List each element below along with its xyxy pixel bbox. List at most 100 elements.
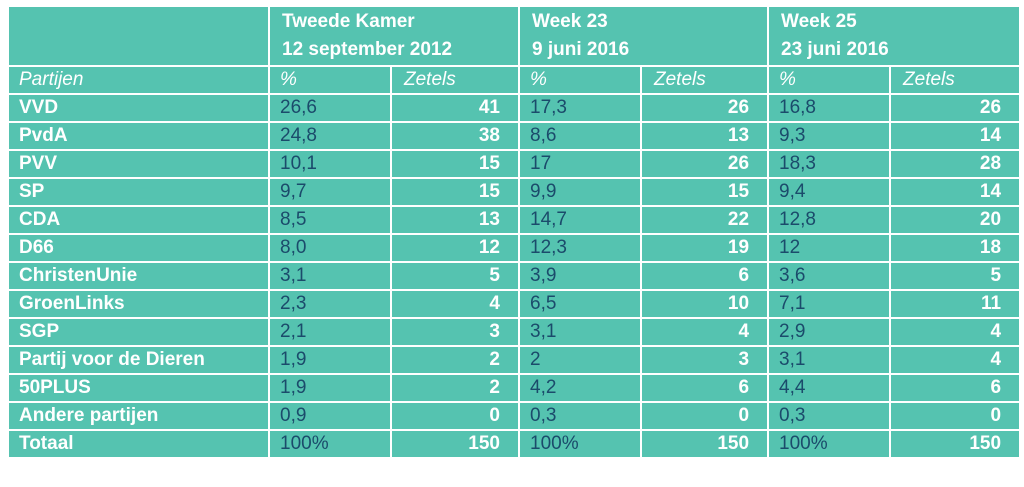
percent-cell: 3,9 (518, 261, 642, 291)
percent-cell: 16,8 (767, 93, 892, 123)
party-name-cell: 50PLUS (7, 373, 270, 403)
table-row: 50PLUS 1,9 2 4,2 6 4,4 6 (7, 373, 1022, 403)
party-name-cell: CDA (7, 205, 270, 235)
header-group-row: Tweede Kamer 12 september 2012 Week 23 9… (7, 5, 1022, 67)
subheader-pct: % (518, 65, 642, 95)
percent-cell: 17 (518, 149, 642, 179)
seats-cell: 20 (889, 205, 1022, 235)
seats-cell: 150 (639, 429, 770, 459)
seats-cell: 11 (889, 289, 1022, 319)
seats-cell: 22 (639, 205, 770, 235)
table-body: Tweede Kamer 12 september 2012 Week 23 9… (7, 5, 1022, 459)
table-row: ChristenUnie 3,1 5 3,9 6 3,6 5 (7, 261, 1022, 291)
header-group-week-25: Week 25 23 juni 2016 (767, 5, 1022, 67)
seats-cell: 4 (889, 345, 1022, 375)
percent-cell: 2,3 (268, 289, 392, 319)
table-row: Partij voor de Dieren 1,9 2 2 3 3,1 4 (7, 345, 1022, 375)
percent-cell: 6,5 (518, 289, 642, 319)
percent-cell: 10,1 (268, 149, 392, 179)
percent-cell: 0,3 (767, 401, 892, 431)
seats-cell: 3 (390, 317, 520, 347)
seats-cell: 0 (889, 401, 1022, 431)
subheader-seats: Zetels (889, 65, 1022, 95)
table-row: Totaal 100% 150 100% 150 100% 150 (7, 429, 1022, 459)
party-name-cell: Totaal (7, 429, 270, 459)
percent-cell: 4,2 (518, 373, 642, 403)
seats-cell: 15 (390, 149, 520, 179)
percent-cell: 100% (268, 429, 392, 459)
party-name-cell: Partij voor de Dieren (7, 345, 270, 375)
seats-cell: 3 (639, 345, 770, 375)
percent-cell: 24,8 (268, 121, 392, 151)
seats-cell: 2 (390, 373, 520, 403)
seats-cell: 13 (390, 205, 520, 235)
percent-cell: 2,1 (268, 317, 392, 347)
seats-cell: 2 (390, 345, 520, 375)
header-empty-cell (7, 5, 270, 67)
subheader-row: Partijen % Zetels % Zetels % Zetels (7, 65, 1022, 95)
table-row: PvdA 24,8 38 8,6 13 9,3 14 (7, 121, 1022, 151)
percent-cell: 12 (767, 233, 892, 263)
percent-cell: 3,6 (767, 261, 892, 291)
seats-cell: 38 (390, 121, 520, 151)
percent-cell: 12,3 (518, 233, 642, 263)
percent-cell: 1,9 (268, 345, 392, 375)
percent-cell: 3,1 (268, 261, 392, 291)
percent-cell: 100% (767, 429, 892, 459)
header-group-date: 9 juni 2016 (532, 39, 630, 60)
seats-cell: 5 (889, 261, 1022, 291)
percent-cell: 0,9 (268, 401, 392, 431)
header-group-tweede-kamer: Tweede Kamer 12 september 2012 (268, 5, 520, 67)
header-group-week-23: Week 23 9 juni 2016 (517, 5, 770, 67)
percent-cell: 8,6 (518, 121, 642, 151)
percent-cell: 18,3 (767, 149, 892, 179)
table-row: PVV 10,1 15 17 26 18,3 28 (7, 149, 1022, 179)
seats-cell: 26 (639, 93, 770, 123)
table-row: GroenLinks 2,3 4 6,5 10 7,1 11 (7, 289, 1022, 319)
seats-cell: 26 (889, 93, 1022, 123)
percent-cell: 9,7 (268, 177, 392, 207)
percent-cell: 0,3 (518, 401, 642, 431)
percent-cell: 9,4 (767, 177, 892, 207)
seats-cell: 6 (639, 373, 770, 403)
subheader-pct: % (767, 65, 892, 95)
table-row: SGP 2,1 3 3,1 4 2,9 4 (7, 317, 1022, 347)
table-row: CDA 8,5 13 14,7 22 12,8 20 (7, 205, 1022, 235)
seats-cell: 28 (889, 149, 1022, 179)
party-name-cell: PvdA (7, 121, 270, 151)
header-group-title: Week 25 (781, 11, 857, 32)
party-name-cell: D66 (7, 233, 270, 263)
percent-cell: 9,3 (767, 121, 892, 151)
table-row: Andere partijen 0,9 0 0,3 0 0,3 0 (7, 401, 1022, 431)
party-name-cell: PVV (7, 149, 270, 179)
table-row: D66 8,0 12 12,3 19 12 18 (7, 233, 1022, 263)
percent-cell: 100% (518, 429, 642, 459)
seats-cell: 19 (639, 233, 770, 263)
seats-cell: 14 (889, 177, 1022, 207)
percent-cell: 3,1 (767, 345, 892, 375)
header-group-title: Week 23 (532, 11, 608, 32)
percent-cell: 2 (518, 345, 642, 375)
poll-table-container: Tweede Kamer 12 september 2012 Week 23 9… (7, 5, 1022, 483)
header-group-date: 23 juni 2016 (781, 39, 889, 60)
seats-cell: 5 (390, 261, 520, 291)
percent-cell: 26,6 (268, 93, 392, 123)
party-name-cell: SGP (7, 317, 270, 347)
percent-cell: 12,8 (767, 205, 892, 235)
percent-cell: 14,7 (518, 205, 642, 235)
poll-results-table: Tweede Kamer 12 september 2012 Week 23 9… (7, 5, 1022, 459)
seats-cell: 6 (639, 261, 770, 291)
seats-cell: 13 (639, 121, 770, 151)
seats-cell: 4 (889, 317, 1022, 347)
percent-cell: 4,4 (767, 373, 892, 403)
subheader-pct: % (268, 65, 392, 95)
seats-cell: 6 (889, 373, 1022, 403)
seats-cell: 15 (390, 177, 520, 207)
party-name-cell: Andere partijen (7, 401, 270, 431)
percent-cell: 17,3 (518, 93, 642, 123)
party-name-cell: GroenLinks (7, 289, 270, 319)
table-row: SP 9,7 15 9,9 15 9,4 14 (7, 177, 1022, 207)
percent-cell: 2,9 (767, 317, 892, 347)
party-name-cell: ChristenUnie (7, 261, 270, 291)
seats-cell: 150 (889, 429, 1022, 459)
